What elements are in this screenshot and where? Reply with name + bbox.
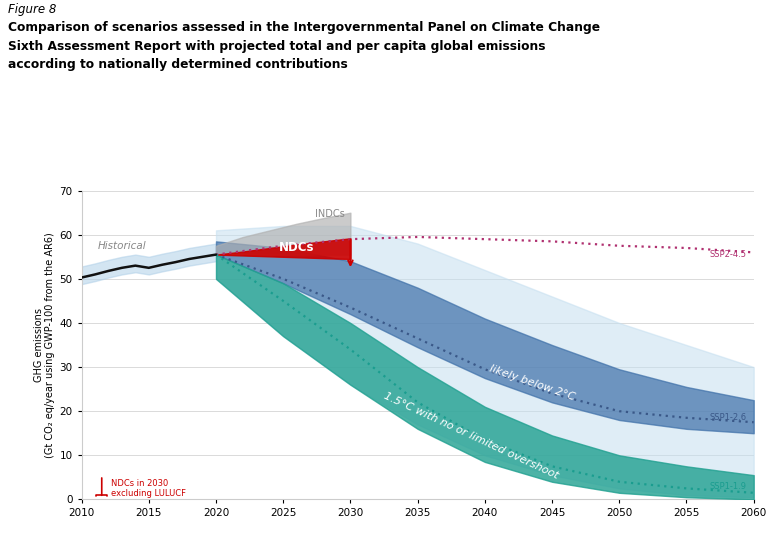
- Text: SSP1-1.9: SSP1-1.9: [710, 482, 747, 491]
- Text: Historical: Historical: [98, 241, 146, 251]
- Text: likely below 2°C: likely below 2°C: [488, 363, 576, 402]
- Text: NDCs: NDCs: [279, 241, 315, 253]
- Text: NDCs in 2030
excluding LULUCF: NDCs in 2030 excluding LULUCF: [111, 478, 186, 498]
- Y-axis label: GHG emissions
(Gt CO₂ eq/year using GWP-100 from the AR6): GHG emissions (Gt CO₂ eq/year using GWP-…: [33, 232, 55, 458]
- Text: SSP1-2.6: SSP1-2.6: [710, 413, 747, 422]
- Text: SSP2-4.5: SSP2-4.5: [710, 250, 747, 259]
- Text: 1.5°C with no or limited overshoot: 1.5°C with no or limited overshoot: [382, 390, 560, 481]
- Text: Comparison of scenarios assessed in the Intergovernmental Panel on Climate Chang: Comparison of scenarios assessed in the …: [8, 21, 600, 71]
- Text: Figure 8: Figure 8: [8, 3, 56, 16]
- Text: INDCs: INDCs: [315, 209, 345, 219]
